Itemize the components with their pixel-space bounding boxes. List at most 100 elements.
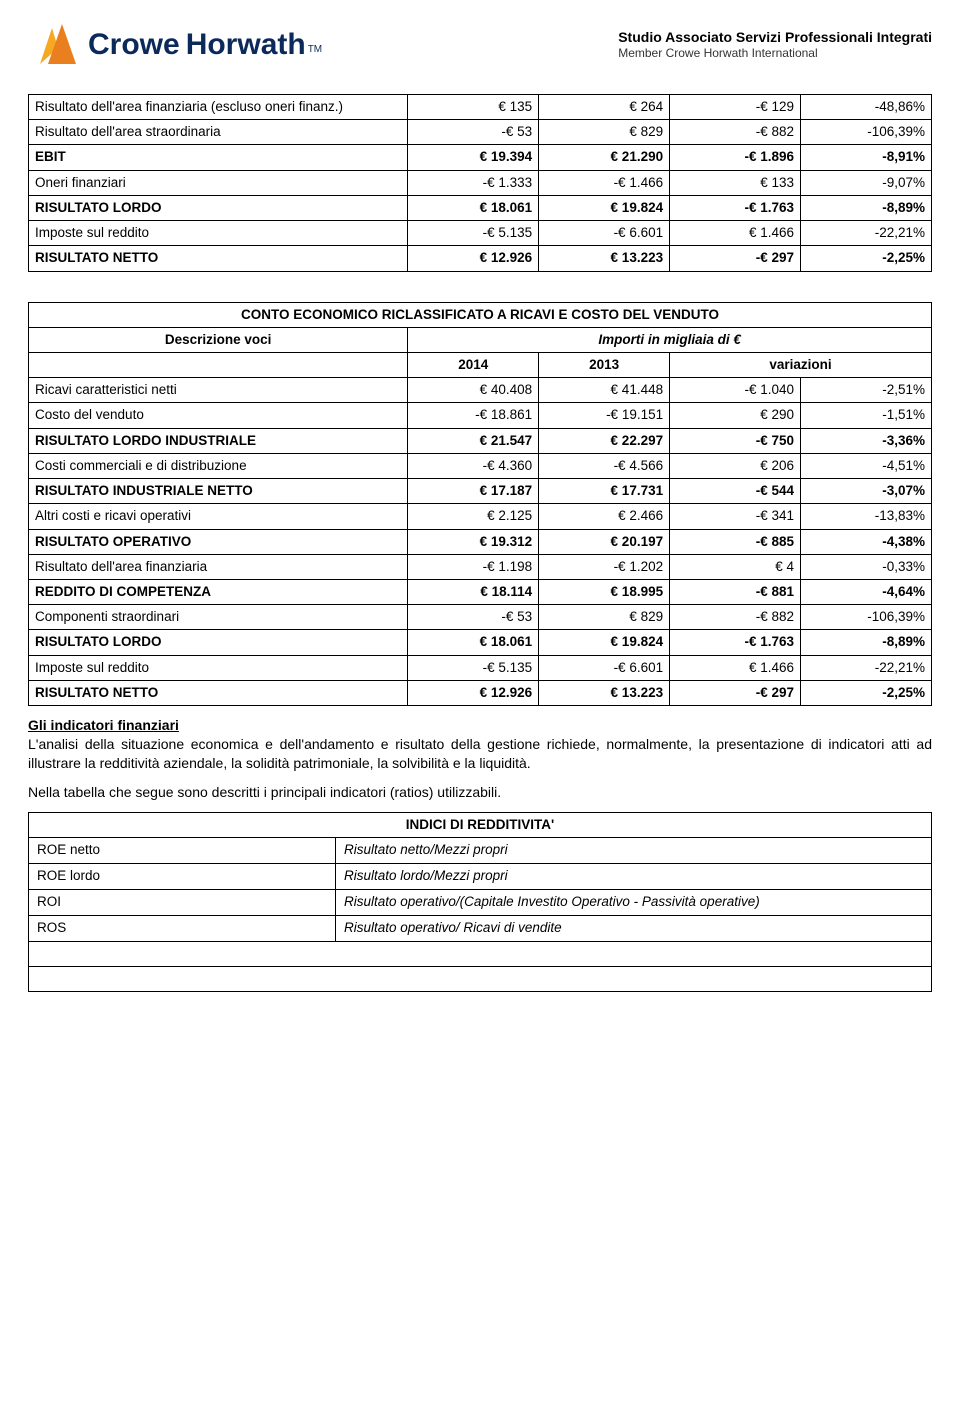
- row-c2: -€ 1.466: [539, 170, 670, 195]
- row-label: Risultato dell'area finanziaria: [29, 554, 408, 579]
- table-2-col-2013: 2013: [539, 352, 670, 377]
- row-c3: -€ 882: [670, 605, 801, 630]
- row-label: Componenti straordinari: [29, 605, 408, 630]
- row-c4: -106,39%: [801, 120, 932, 145]
- table-row: Risultato dell'area straordinaria-€ 53€ …: [29, 120, 932, 145]
- row-c3: -€ 1.763: [670, 630, 801, 655]
- brand-crowe: Crowe: [88, 28, 180, 62]
- table-row: RISULTATO LORDO€ 18.061€ 19.824-€ 1.763-…: [29, 195, 932, 220]
- header-subtitle-small: Member Crowe Horwath International: [618, 46, 932, 62]
- row-label: Risultato dell'area finanziaria (escluso…: [29, 95, 408, 120]
- row-c4: -106,39%: [801, 605, 932, 630]
- table-row: Imposte sul reddito-€ 5.135-€ 6.601€ 1.4…: [29, 655, 932, 680]
- row-c2: € 829: [539, 120, 670, 145]
- row-label: Costo del venduto: [29, 403, 408, 428]
- table-row: Altri costi e ricavi operativi€ 2.125€ 2…: [29, 504, 932, 529]
- table-2-title: CONTO ECONOMICO RICLASSIFICATO A RICAVI …: [29, 302, 932, 327]
- prose-p2: Nella tabella che segue sono descritti i…: [28, 783, 932, 802]
- row-c3: -€ 544: [670, 479, 801, 504]
- table-2-subright: Importi in migliaia di €: [408, 327, 932, 352]
- row-c1: € 21.547: [408, 428, 539, 453]
- row-c1: € 12.926: [408, 680, 539, 705]
- row-c2: € 22.297: [539, 428, 670, 453]
- row-label: Costi commerciali e di distribuzione: [29, 453, 408, 478]
- row-c1: € 135: [408, 95, 539, 120]
- table-1: Risultato dell'area finanziaria (escluso…: [28, 94, 932, 272]
- row-c4: -48,86%: [801, 95, 932, 120]
- row-c4: -8,89%: [801, 195, 932, 220]
- row-c3: -€ 1.040: [670, 378, 801, 403]
- prose-p1: L'analisi della situazione economica e d…: [28, 736, 932, 771]
- row-c3: -€ 297: [670, 246, 801, 271]
- row-label: RISULTATO OPERATIVO: [29, 529, 408, 554]
- idx-value: Risultato operativo/ Ricavi di vendite: [336, 916, 932, 942]
- row-c4: -3,36%: [801, 428, 932, 453]
- table-row: ROE nettoRisultato netto/Mezzi propri: [29, 838, 932, 864]
- table-row: Costo del venduto-€ 18.861-€ 19.151€ 290…: [29, 403, 932, 428]
- row-c1: -€ 1.198: [408, 554, 539, 579]
- prose-heading: Gli indicatori finanziari: [28, 717, 179, 733]
- row-c1: -€ 5.135: [408, 221, 539, 246]
- table-row: Componenti straordinari-€ 53€ 829-€ 882-…: [29, 605, 932, 630]
- table-row: Risultato dell'area finanziaria (escluso…: [29, 95, 932, 120]
- row-c3: -€ 341: [670, 504, 801, 529]
- row-label: Imposte sul reddito: [29, 221, 408, 246]
- row-c4: -8,89%: [801, 630, 932, 655]
- row-c3: -€ 882: [670, 120, 801, 145]
- row-c2: € 19.824: [539, 195, 670, 220]
- header-subtitle: Studio Associato Servizi Professionali I…: [618, 24, 932, 62]
- row-c3: -€ 297: [670, 680, 801, 705]
- row-c1: € 2.125: [408, 504, 539, 529]
- row-label: RISULTATO INDUSTRIALE NETTO: [29, 479, 408, 504]
- row-c1: € 17.187: [408, 479, 539, 504]
- row-c2: € 18.995: [539, 579, 670, 604]
- row-label: Risultato dell'area straordinaria: [29, 120, 408, 145]
- row-c1: -€ 53: [408, 605, 539, 630]
- table-row: Costi commerciali e di distribuzione-€ 4…: [29, 453, 932, 478]
- logo-block: Crowe Horwath TM: [28, 24, 322, 66]
- row-c1: -€ 53: [408, 120, 539, 145]
- prose-block-1: Gli indicatori finanziari L'analisi dell…: [28, 716, 932, 773]
- table-2-col-var: variazioni: [670, 352, 932, 377]
- row-c2: € 13.223: [539, 680, 670, 705]
- idx-value: Risultato lordo/Mezzi propri: [336, 864, 932, 890]
- row-c1: -€ 5.135: [408, 655, 539, 680]
- idx-key: ROE netto: [29, 838, 336, 864]
- row-c2: -€ 6.601: [539, 655, 670, 680]
- table-row: Oneri finanziari-€ 1.333-€ 1.466€ 133-9,…: [29, 170, 932, 195]
- row-c1: € 18.061: [408, 630, 539, 655]
- row-c1: € 19.394: [408, 145, 539, 170]
- table-3-empty-2: [29, 967, 932, 992]
- table-2: CONTO ECONOMICO RICLASSIFICATO A RICAVI …: [28, 302, 932, 707]
- table-row: Imposte sul reddito-€ 5.135-€ 6.601€ 1.4…: [29, 221, 932, 246]
- idx-key: ROI: [29, 890, 336, 916]
- row-c4: -8,91%: [801, 145, 932, 170]
- table-2-blank: [29, 352, 408, 377]
- table-row: RISULTATO NETTO€ 12.926€ 13.223-€ 297-2,…: [29, 246, 932, 271]
- row-c1: € 40.408: [408, 378, 539, 403]
- table-row: RISULTATO LORDO INDUSTRIALE€ 21.547€ 22.…: [29, 428, 932, 453]
- row-c2: € 829: [539, 605, 670, 630]
- row-label: REDDITO DI COMPETENZA: [29, 579, 408, 604]
- table-3-empty-1: [29, 942, 932, 967]
- row-c3: -€ 750: [670, 428, 801, 453]
- row-c4: -4,51%: [801, 453, 932, 478]
- row-c4: -13,83%: [801, 504, 932, 529]
- row-c4: -2,51%: [801, 378, 932, 403]
- row-c2: € 19.824: [539, 630, 670, 655]
- table-row: RISULTATO LORDO€ 18.061€ 19.824-€ 1.763-…: [29, 630, 932, 655]
- table-row: EBIT€ 19.394€ 21.290-€ 1.896-8,91%: [29, 145, 932, 170]
- table-2-subleft: Descrizione voci: [29, 327, 408, 352]
- row-label: Oneri finanziari: [29, 170, 408, 195]
- page-header: Crowe Horwath TM Studio Associato Serviz…: [28, 24, 932, 66]
- row-c4: -4,38%: [801, 529, 932, 554]
- row-c1: -€ 1.333: [408, 170, 539, 195]
- logo-text: Crowe Horwath TM: [88, 28, 322, 62]
- row-c3: € 290: [670, 403, 801, 428]
- row-c3: € 1.466: [670, 221, 801, 246]
- row-label: RISULTATO NETTO: [29, 246, 408, 271]
- table-row: RISULTATO NETTO€ 12.926€ 13.223-€ 297-2,…: [29, 680, 932, 705]
- table-row: ROE lordoRisultato lordo/Mezzi propri: [29, 864, 932, 890]
- table-3-title: INDICI DI REDDITIVITA': [29, 812, 932, 838]
- row-label: Ricavi caratteristici netti: [29, 378, 408, 403]
